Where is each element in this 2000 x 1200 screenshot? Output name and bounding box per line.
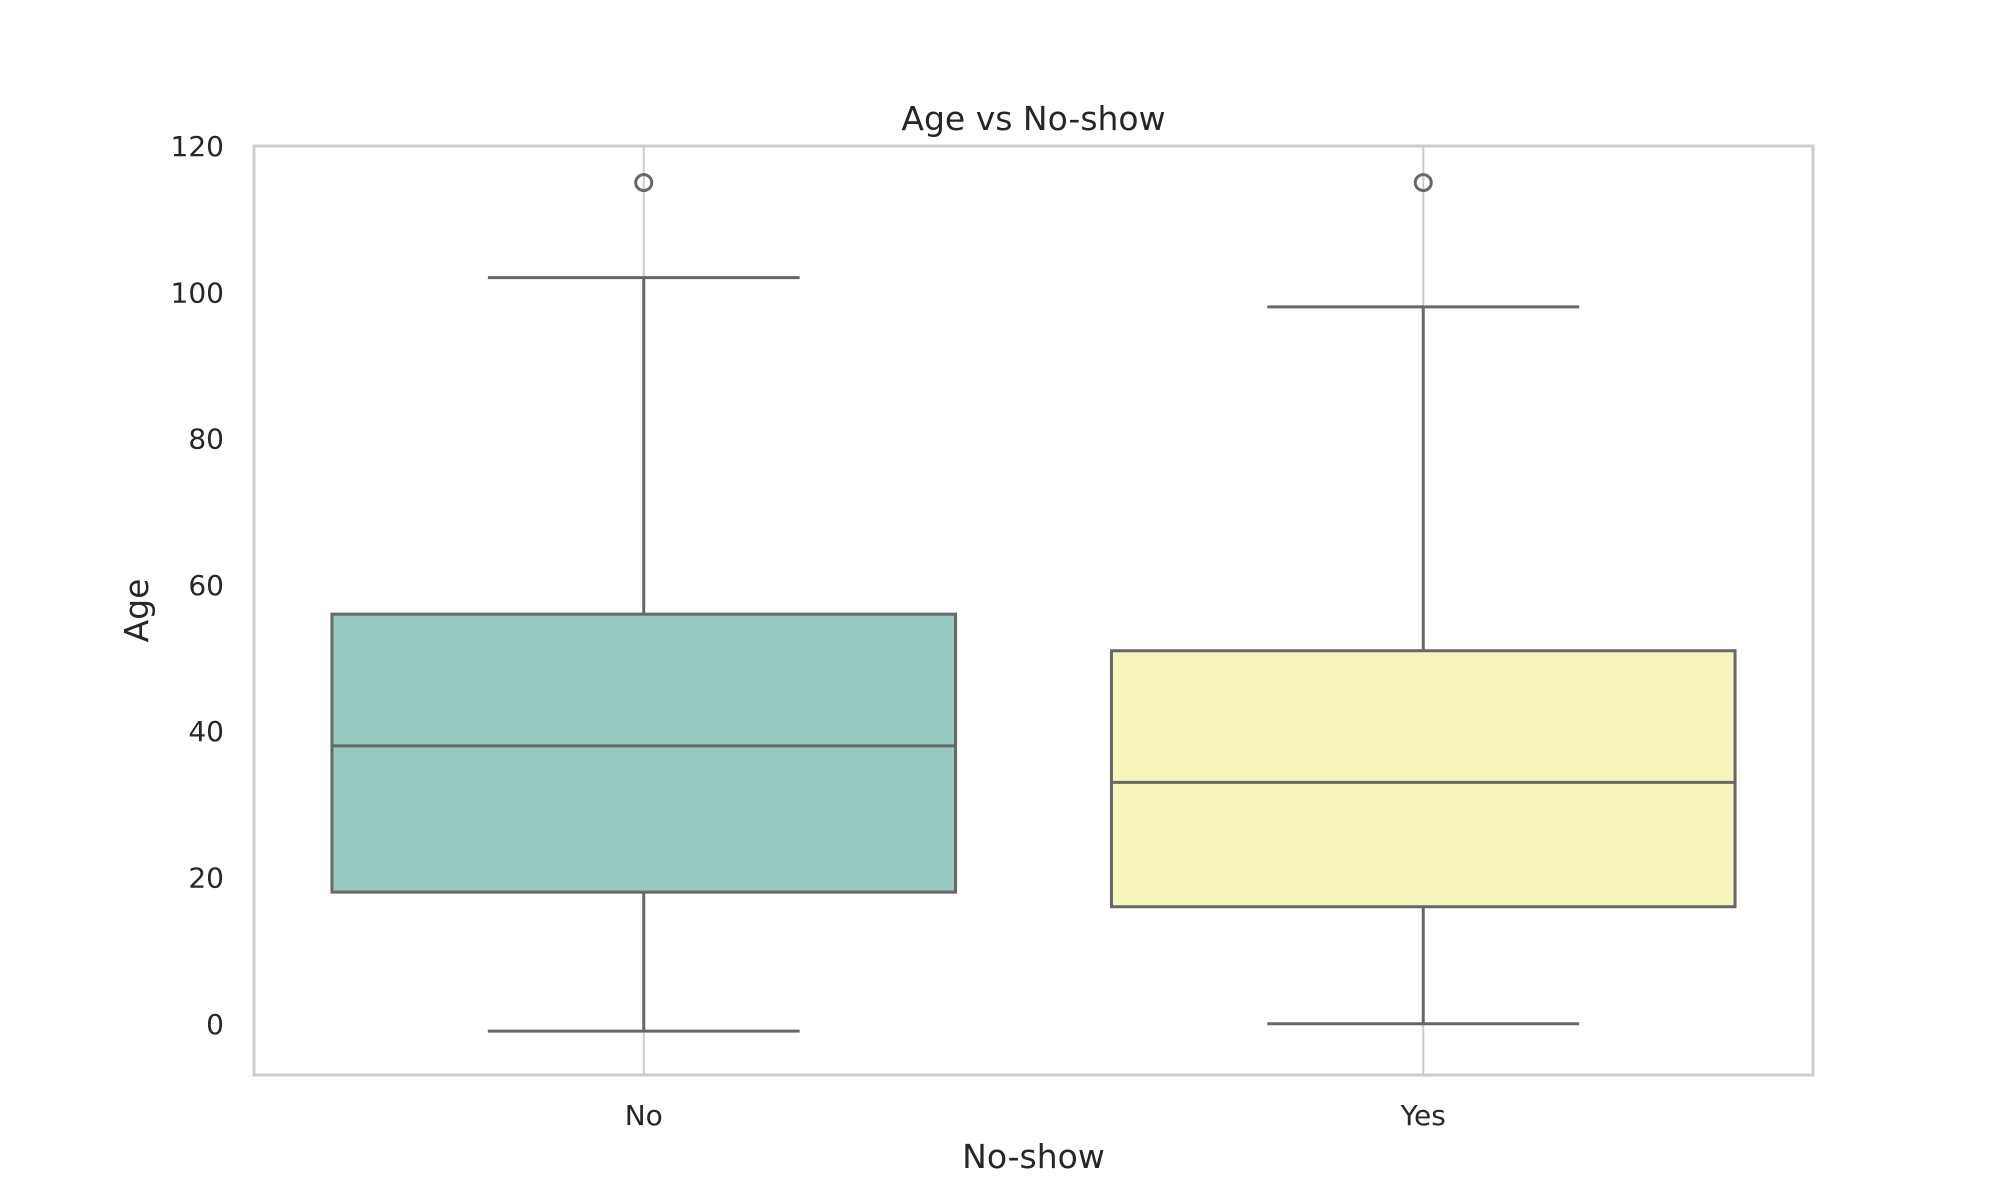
- y-tick-label: 0: [206, 1008, 224, 1041]
- outlier-point: [634, 173, 654, 193]
- boxes: [330, 173, 1737, 1033]
- y-axis-ticks: 0 20 40 60 80 100 120: [171, 130, 224, 1041]
- y-tick-label: 80: [188, 423, 224, 456]
- y-tick-label: 20: [188, 861, 224, 894]
- box-yes: [1109, 173, 1737, 1026]
- chart-title: Age vs No-show: [901, 99, 1165, 138]
- outlier-point: [1413, 173, 1433, 193]
- y-tick-label: 60: [188, 569, 224, 602]
- y-tick-label: 120: [171, 130, 224, 163]
- iqr-box: [330, 612, 958, 894]
- y-axis-label: Age: [117, 579, 156, 643]
- plot-frame: [252, 144, 1815, 1077]
- box-no: [330, 173, 958, 1033]
- x-axis-ticks: No Yes: [625, 1099, 1446, 1132]
- x-axis-label: No-show: [962, 1137, 1105, 1176]
- x-tick-label: Yes: [1400, 1099, 1446, 1132]
- y-tick-label: 100: [171, 276, 224, 309]
- grid: [642, 146, 1425, 1075]
- iqr-box: [1109, 649, 1737, 909]
- y-tick-label: 40: [188, 715, 224, 748]
- x-tick-label: No: [625, 1099, 663, 1132]
